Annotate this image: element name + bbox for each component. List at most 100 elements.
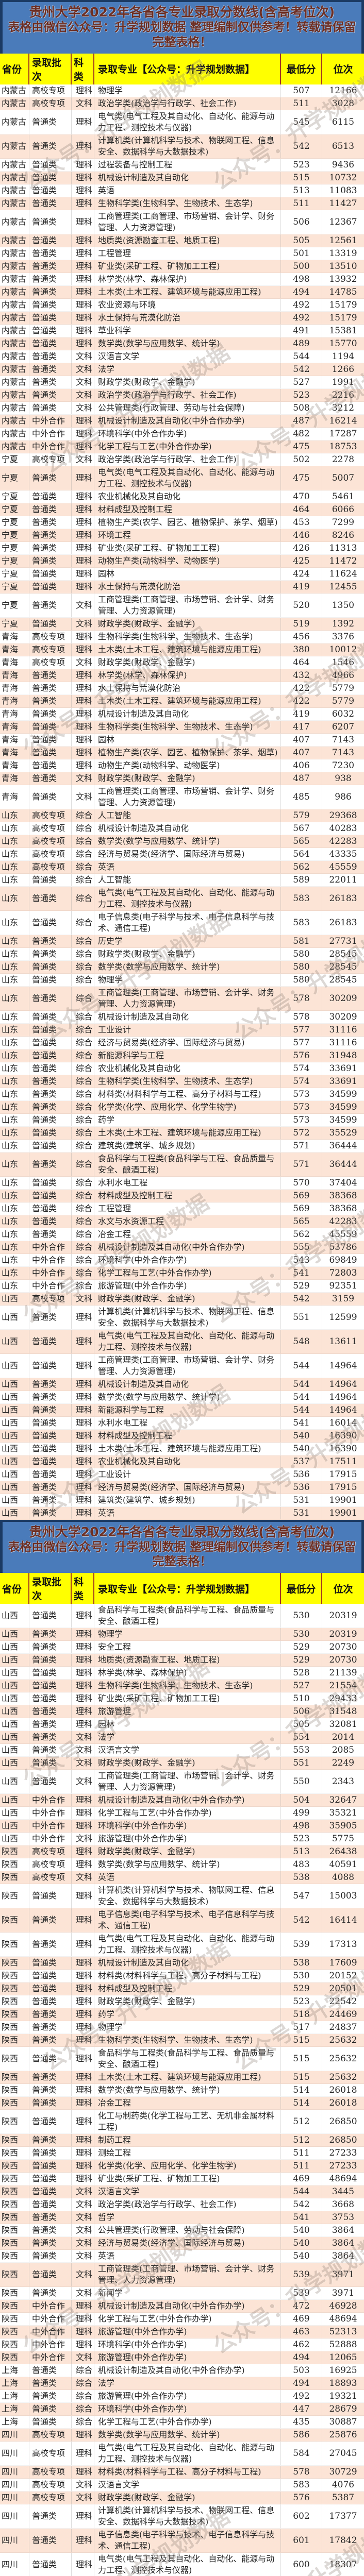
- batch-cell: 普通类: [29, 1305, 72, 1329]
- rank-cell: 31116: [329, 1037, 357, 1048]
- min-score-cell: 518: [281, 2008, 322, 2021]
- subject-type-cell: 理科: [72, 2466, 94, 2478]
- batch-cell: 高校专项: [29, 1292, 72, 1305]
- min-score-cell: 530: [281, 1970, 322, 1982]
- min-score-cell: 513: [281, 184, 322, 197]
- rank-cell: 15179: [329, 299, 357, 310]
- subject-type-cell: 文科: [72, 617, 94, 630]
- subject-type-cell: 文科: [72, 1770, 94, 1793]
- rank-cell: 13319: [329, 248, 357, 259]
- subject-type-cell: 理科: [72, 2529, 94, 2552]
- rank-cell: 43335: [329, 849, 357, 859]
- batch-cell: 中外合作: [29, 1807, 72, 1819]
- batch-cell: 普通类: [29, 1416, 72, 1429]
- min-score-cell: 542: [281, 2198, 322, 2211]
- subject-type-cell: 理科: [72, 337, 94, 350]
- major-cell: 新能源科学与工程: [94, 1049, 281, 1062]
- subject-type-cell: 理科: [72, 285, 94, 298]
- min-score-cell: 498: [281, 273, 322, 285]
- min-score-cell: 544: [281, 1353, 322, 1378]
- major-cell: 制药工程: [94, 2134, 281, 2146]
- province-cell: 山东: [0, 1228, 29, 1241]
- table-row: 山西 中外合作 理科 化学工程与工艺(中外合作办学) 499 35321: [0, 1807, 364, 1820]
- table-row: 山西 普通类 理科 物理学 530 20319: [0, 1628, 364, 1641]
- rank-cell: 34599: [329, 1114, 357, 1125]
- batch-cell: 普通类: [29, 2364, 72, 2377]
- major-cell: 新能源科学与工程: [94, 1403, 281, 1416]
- rank-cell: 16925: [329, 2365, 357, 2376]
- subject-type-cell: 理科: [72, 2504, 94, 2528]
- batch-cell: 高校专项: [29, 2429, 72, 2441]
- rank-cell: 1991: [332, 377, 355, 387]
- major-cell: 公共管理类(行政管理、劳动与社会保障): [94, 2224, 281, 2236]
- table-row: 上海 普通类 综合 机械设计制造及其自动化(中外合作办学) 503 16925: [0, 2364, 364, 2377]
- rank-cell: 48694: [329, 2174, 357, 2184]
- subject-type-cell: 综合: [72, 1139, 94, 1152]
- table-row: 四川 高校专项 理科 电气类(电气工程及其自动化、自动化、能源与动力工程、测控技术与仪…: [0, 2442, 364, 2466]
- rank-cell: 35529: [329, 1127, 357, 1138]
- province-cell: 内蒙古: [0, 158, 29, 171]
- subject-type-cell: 理科: [72, 2313, 94, 2325]
- batch-cell: 中外合作: [29, 2313, 72, 2325]
- province-cell: 上海: [0, 2377, 29, 2389]
- province-cell: 陕西: [0, 2338, 29, 2351]
- province-cell: 四川: [0, 2553, 29, 2576]
- province-cell: 陕西: [0, 2134, 29, 2146]
- table-row: 山东 中外合作 综合 化学工程与工艺(中外合作办学) 541 72803: [0, 1266, 364, 1280]
- major-cell: 新闻学: [94, 2287, 281, 2299]
- major-cell: 食品科学与工程类(食品科学与工程、食品质量与安全、酿酒工程): [94, 2047, 281, 2071]
- batch-cell: 普通类: [29, 197, 72, 210]
- rank-cell: 42283: [329, 836, 357, 846]
- table-section-2: 贵州大学2022年各省各专业录取分数线(含高考位次) 表格由微信公众号：升学规划…: [0, 1519, 364, 2576]
- major-cell: 食品科学与工程类(食品科学与工程、食品质量与安全、酿酒工程): [94, 1152, 281, 1176]
- rank-cell: 16214: [329, 415, 357, 426]
- subject-type-cell: 文科: [72, 453, 94, 466]
- batch-cell: 普通类: [29, 273, 72, 285]
- province-cell: 陕西: [0, 1871, 29, 1884]
- table-row: 内蒙古 普通类 理科 林学类(林学、森林保护) 498 13932: [0, 273, 364, 286]
- province-cell: 上海: [0, 2403, 29, 2415]
- batch-cell: 普通类: [29, 580, 72, 593]
- subject-type-cell: 理科: [72, 2047, 94, 2071]
- province-cell: 山东: [0, 973, 29, 986]
- province-cell: 青海: [0, 759, 29, 772]
- table-row: 内蒙古 普通类 文科 财政学类(财政学、金融学) 527 1991: [0, 376, 364, 389]
- table-row: 山东 中外合作 综合 机械设计制造及其自动化(中外合作办学) 555 53786: [0, 1241, 364, 1254]
- subject-type-cell: 综合: [72, 1228, 94, 1241]
- province-cell: 陕西: [0, 2211, 29, 2224]
- min-score-cell: 555: [281, 1241, 322, 1253]
- province-cell: 宁夏: [0, 567, 29, 580]
- table-row: 宁夏 普通类 理科 矿业类(采矿工程、矿物加工工程) 426 11313: [0, 541, 364, 555]
- batch-cell: 普通类: [29, 388, 72, 401]
- min-score-cell: 540: [281, 2237, 322, 2249]
- col-header-province: 省份: [0, 53, 29, 84]
- rank-cell: 3864: [332, 2251, 355, 2261]
- batch-cell: 高校专项: [29, 835, 72, 848]
- col-header-rank: 位次: [333, 64, 353, 75]
- col-header-subject-type: 科类: [72, 53, 94, 84]
- min-score-cell: 512: [281, 2110, 322, 2133]
- batch-cell: 普通类: [29, 2504, 72, 2528]
- col-header-min-score: 最低分: [281, 53, 322, 84]
- province-cell: 山西: [0, 1494, 29, 1506]
- province-cell: 山西: [0, 1744, 29, 1756]
- table-section-1: 贵州大学2022年各省各专业录取分数线(含高考位次) 表格由微信公众号：升学规划…: [0, 0, 364, 1520]
- batch-cell: 普通类: [29, 1692, 72, 1705]
- min-score-cell: 492: [281, 298, 322, 311]
- province-cell: 内蒙古: [0, 298, 29, 311]
- rank-cell: 30887: [329, 2417, 357, 2427]
- min-score-cell: 583: [281, 886, 322, 910]
- batch-cell: 普通类: [29, 617, 72, 630]
- subject-type-cell: 理科: [72, 1820, 94, 1832]
- min-score-cell: 426: [281, 541, 322, 554]
- major-cell: 旅游管理(中外合作办学): [94, 2390, 281, 2402]
- rank-cell: 14964: [329, 1379, 357, 1389]
- province-cell: 山西: [0, 1391, 29, 1403]
- major-cell: 汉语言文学: [94, 350, 281, 363]
- province-cell: 山东: [0, 1215, 29, 1228]
- min-score-cell: 572: [281, 1126, 322, 1139]
- major-cell: 物理学: [94, 1628, 281, 1640]
- batch-cell: 普通类: [29, 873, 72, 886]
- major-cell: 法学: [94, 363, 281, 376]
- batch-cell: 普通类: [29, 886, 72, 910]
